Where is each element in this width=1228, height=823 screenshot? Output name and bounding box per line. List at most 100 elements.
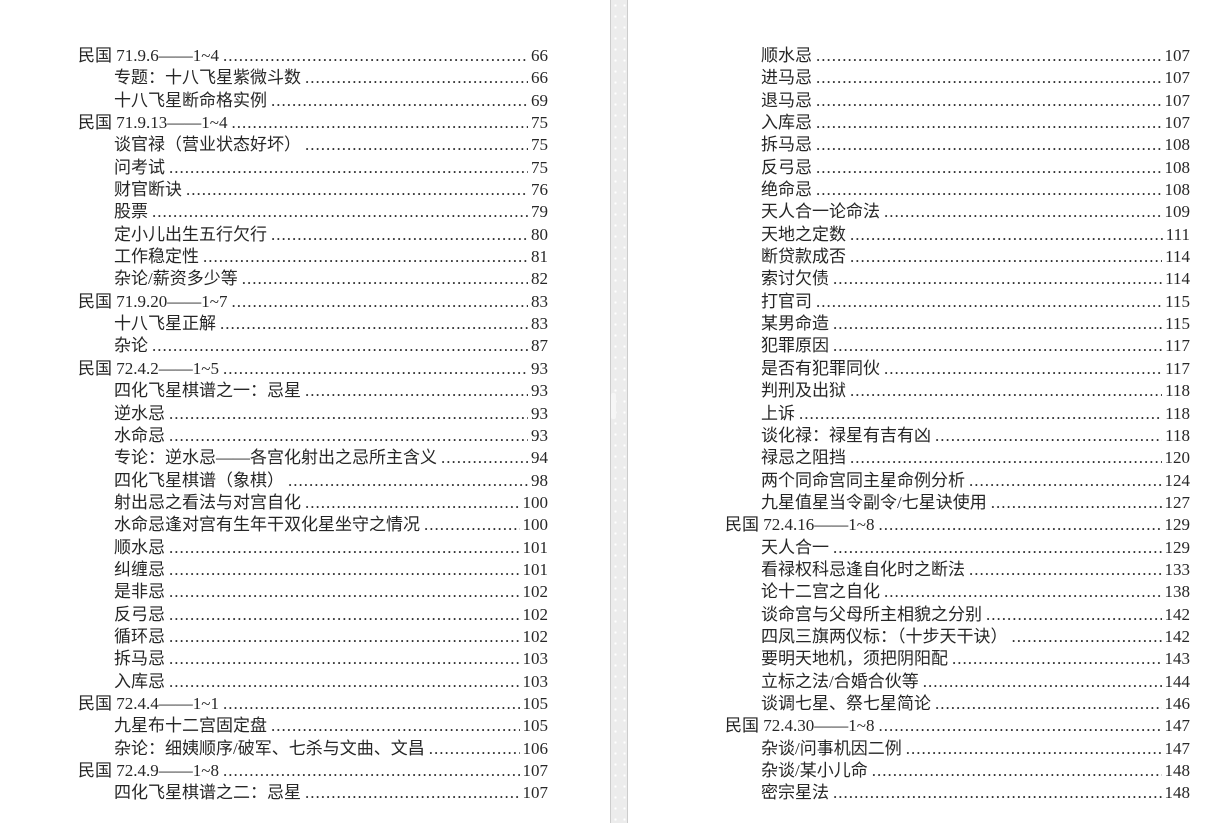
toc-entry: 九星值星当令副令/七星诀使用 .........................… xyxy=(725,492,1190,514)
leader-dots: ........................................… xyxy=(231,113,528,133)
page-left: 民国 71.9.6——1~4 .........................… xyxy=(0,0,610,823)
toc-entry: 两个同命宫同主星命例分析 ...........................… xyxy=(725,470,1190,492)
toc-entry: 禄忌之阻挡 ..................................… xyxy=(725,447,1190,469)
leader-dots: ........................................… xyxy=(271,90,528,110)
toc-entry: 是非忌 ....................................… xyxy=(78,581,548,603)
toc-entry-page: 79 xyxy=(531,202,548,222)
toc-entry: 民国 71.9.13——1~4 ........................… xyxy=(78,112,548,134)
leader-dots: ........................................… xyxy=(169,403,528,423)
toc-entry: 天人合一论命法 ................................… xyxy=(725,201,1190,223)
toc-entry-label: 四化飞星棋谱（象棋） xyxy=(114,470,284,490)
leader-dots: ........................................… xyxy=(169,559,520,579)
toc-entry-label: 论十二宫之自化 xyxy=(761,582,880,602)
toc-entry-page: 87 xyxy=(531,336,548,356)
toc-entry-page: 142 xyxy=(1164,626,1191,646)
toc-entry-label: 谈官禄（营业状态好坏） xyxy=(114,135,301,155)
toc-entry-page: 138 xyxy=(1164,582,1191,602)
toc-entry-label: 立标之法/合婚合伙等 xyxy=(761,671,919,691)
toc-entry-page: 124 xyxy=(1164,470,1191,490)
toc-entry-page: 103 xyxy=(522,671,549,691)
leader-dots: ........................................… xyxy=(271,716,520,736)
toc-entry: 反弓忌 ....................................… xyxy=(78,604,548,626)
leader-dots: ........................................… xyxy=(850,381,1163,401)
toc-entry-page: 144 xyxy=(1164,671,1191,691)
toc-entry: 杂谈/某小儿命 ................................… xyxy=(725,760,1190,782)
leader-dots: ........................................… xyxy=(799,403,1162,423)
leader-dots: ........................................… xyxy=(305,492,520,512)
toc-entry-page: 102 xyxy=(522,604,549,624)
toc-entry-label: 十八飞星正解 xyxy=(114,314,216,334)
toc-entry-page: 83 xyxy=(531,291,548,311)
toc-entry: 入库忌 ....................................… xyxy=(78,671,548,693)
toc-entry-label: 看禄权科忌逢自化时之断法 xyxy=(761,559,965,579)
leader-dots: ........................................… xyxy=(169,671,520,691)
toc-entry-page: 117 xyxy=(1165,336,1190,356)
toc-entry-label: 民国 72.4.2——1~5 xyxy=(78,358,219,378)
toc-entry-page: 147 xyxy=(1164,738,1191,758)
toc-entry-label: 九星布十二宫固定盘 xyxy=(114,716,267,736)
toc-entry: 退马忌 ....................................… xyxy=(725,90,1190,112)
toc-entry-page: 127 xyxy=(1164,492,1191,512)
toc-entry-page: 115 xyxy=(1165,314,1190,334)
toc-entry-page: 75 xyxy=(531,113,548,133)
leader-dots: ........................................… xyxy=(833,537,1162,557)
toc-entry: 谈命宫与父母所主相貌之分别 ..........................… xyxy=(725,604,1190,626)
toc-entry: 股票 .....................................… xyxy=(78,201,548,223)
toc-entry: 四化飞星棋谱之一：忌星 ............................… xyxy=(78,380,548,402)
leader-dots: ........................................… xyxy=(169,649,520,669)
toc-entry-label: 民国 72.4.30——1~8 xyxy=(725,716,875,736)
toc-entry: 打官司 ....................................… xyxy=(725,291,1190,313)
toc-entry-page: 98 xyxy=(531,470,548,490)
toc-entry-label: 退马忌 xyxy=(761,90,812,110)
toc-entry: 天人合一 ...................................… xyxy=(725,537,1190,559)
toc-entry: 顺水忌 ....................................… xyxy=(725,45,1190,67)
toc-entry-label: 纠缠忌 xyxy=(114,559,165,579)
toc-entry-label: 四化飞星棋谱之二：忌星 xyxy=(114,783,301,803)
toc-entry: 密宗星法 ...................................… xyxy=(725,782,1190,804)
toc-entry: 民国 71.9.20——1~7 ........................… xyxy=(78,291,548,313)
toc-entry: 民国 72.4.4——1~1 .........................… xyxy=(78,693,548,715)
toc-entry: 进马忌 ....................................… xyxy=(725,67,1190,89)
leader-dots: ........................................… xyxy=(935,425,1162,445)
leader-dots: ........................................… xyxy=(169,425,528,445)
toc-entry-label: 谈调七星、祭七星简论 xyxy=(761,693,931,713)
leader-dots: ........................................… xyxy=(878,515,1162,535)
toc-entry-label: 索讨欠债 xyxy=(761,269,829,289)
toc-entry-label: 绝命忌 xyxy=(761,180,812,200)
toc-entry-label: 杂谈/问事机因二例 xyxy=(761,738,902,758)
toc-entry-label: 要明天地机，须把阴阳配 xyxy=(761,649,948,669)
toc-entry-label: 打官司 xyxy=(761,291,812,311)
toc-entry: 水命忌 ....................................… xyxy=(78,425,548,447)
toc-entry-label: 拆马忌 xyxy=(761,135,812,155)
toc-entry: 谈化禄：禄星有吉有凶 .............................… xyxy=(725,425,1190,447)
leader-dots: ........................................… xyxy=(816,68,1162,88)
toc-entry: 问考试 ....................................… xyxy=(78,157,548,179)
toc-entry: 民国 72.4.9——1~8 .........................… xyxy=(78,760,548,782)
toc-entry-label: 民国 72.4.16——1~8 xyxy=(725,515,875,535)
toc-entry-page: 102 xyxy=(522,582,549,602)
toc-entry-page: 75 xyxy=(531,157,548,177)
toc-entry-page: 69 xyxy=(531,90,548,110)
leader-dots: ........................................… xyxy=(922,671,1162,691)
toc-entry-page: 129 xyxy=(1164,515,1191,535)
toc-entry-page: 93 xyxy=(531,403,548,423)
toc-entry-page: 83 xyxy=(531,314,548,334)
toc-entry-label: 民国 71.9.20——1~7 xyxy=(78,291,228,311)
leader-dots: ........................................… xyxy=(816,90,1162,110)
leader-dots: ........................................… xyxy=(186,180,528,200)
leader-dots: ........................................… xyxy=(905,738,1162,758)
toc-entry-label: 判刑及出狱 xyxy=(761,381,846,401)
toc-entry-page: 114 xyxy=(1165,247,1190,267)
toc-entry: 逆水忌 ....................................… xyxy=(78,403,548,425)
toc-entry: 犯罪原因 ...................................… xyxy=(725,335,1190,357)
toc-entry-page: 120 xyxy=(1164,448,1191,468)
toc-entry-label: 民国 71.9.13——1~4 xyxy=(78,113,228,133)
toc-entry-page: 101 xyxy=(522,559,549,579)
toc-entry: 谈调七星、祭七星简论 .............................… xyxy=(725,693,1190,715)
toc-entry-page: 82 xyxy=(531,269,548,289)
toc-entry: 射出忌之看法与对宫自化 ............................… xyxy=(78,492,548,514)
toc-entry: 入库忌 ....................................… xyxy=(725,112,1190,134)
toc-entry-page: 129 xyxy=(1164,537,1191,557)
toc-entry-label: 水命忌 xyxy=(114,425,165,445)
toc-entry-page: 133 xyxy=(1164,559,1191,579)
